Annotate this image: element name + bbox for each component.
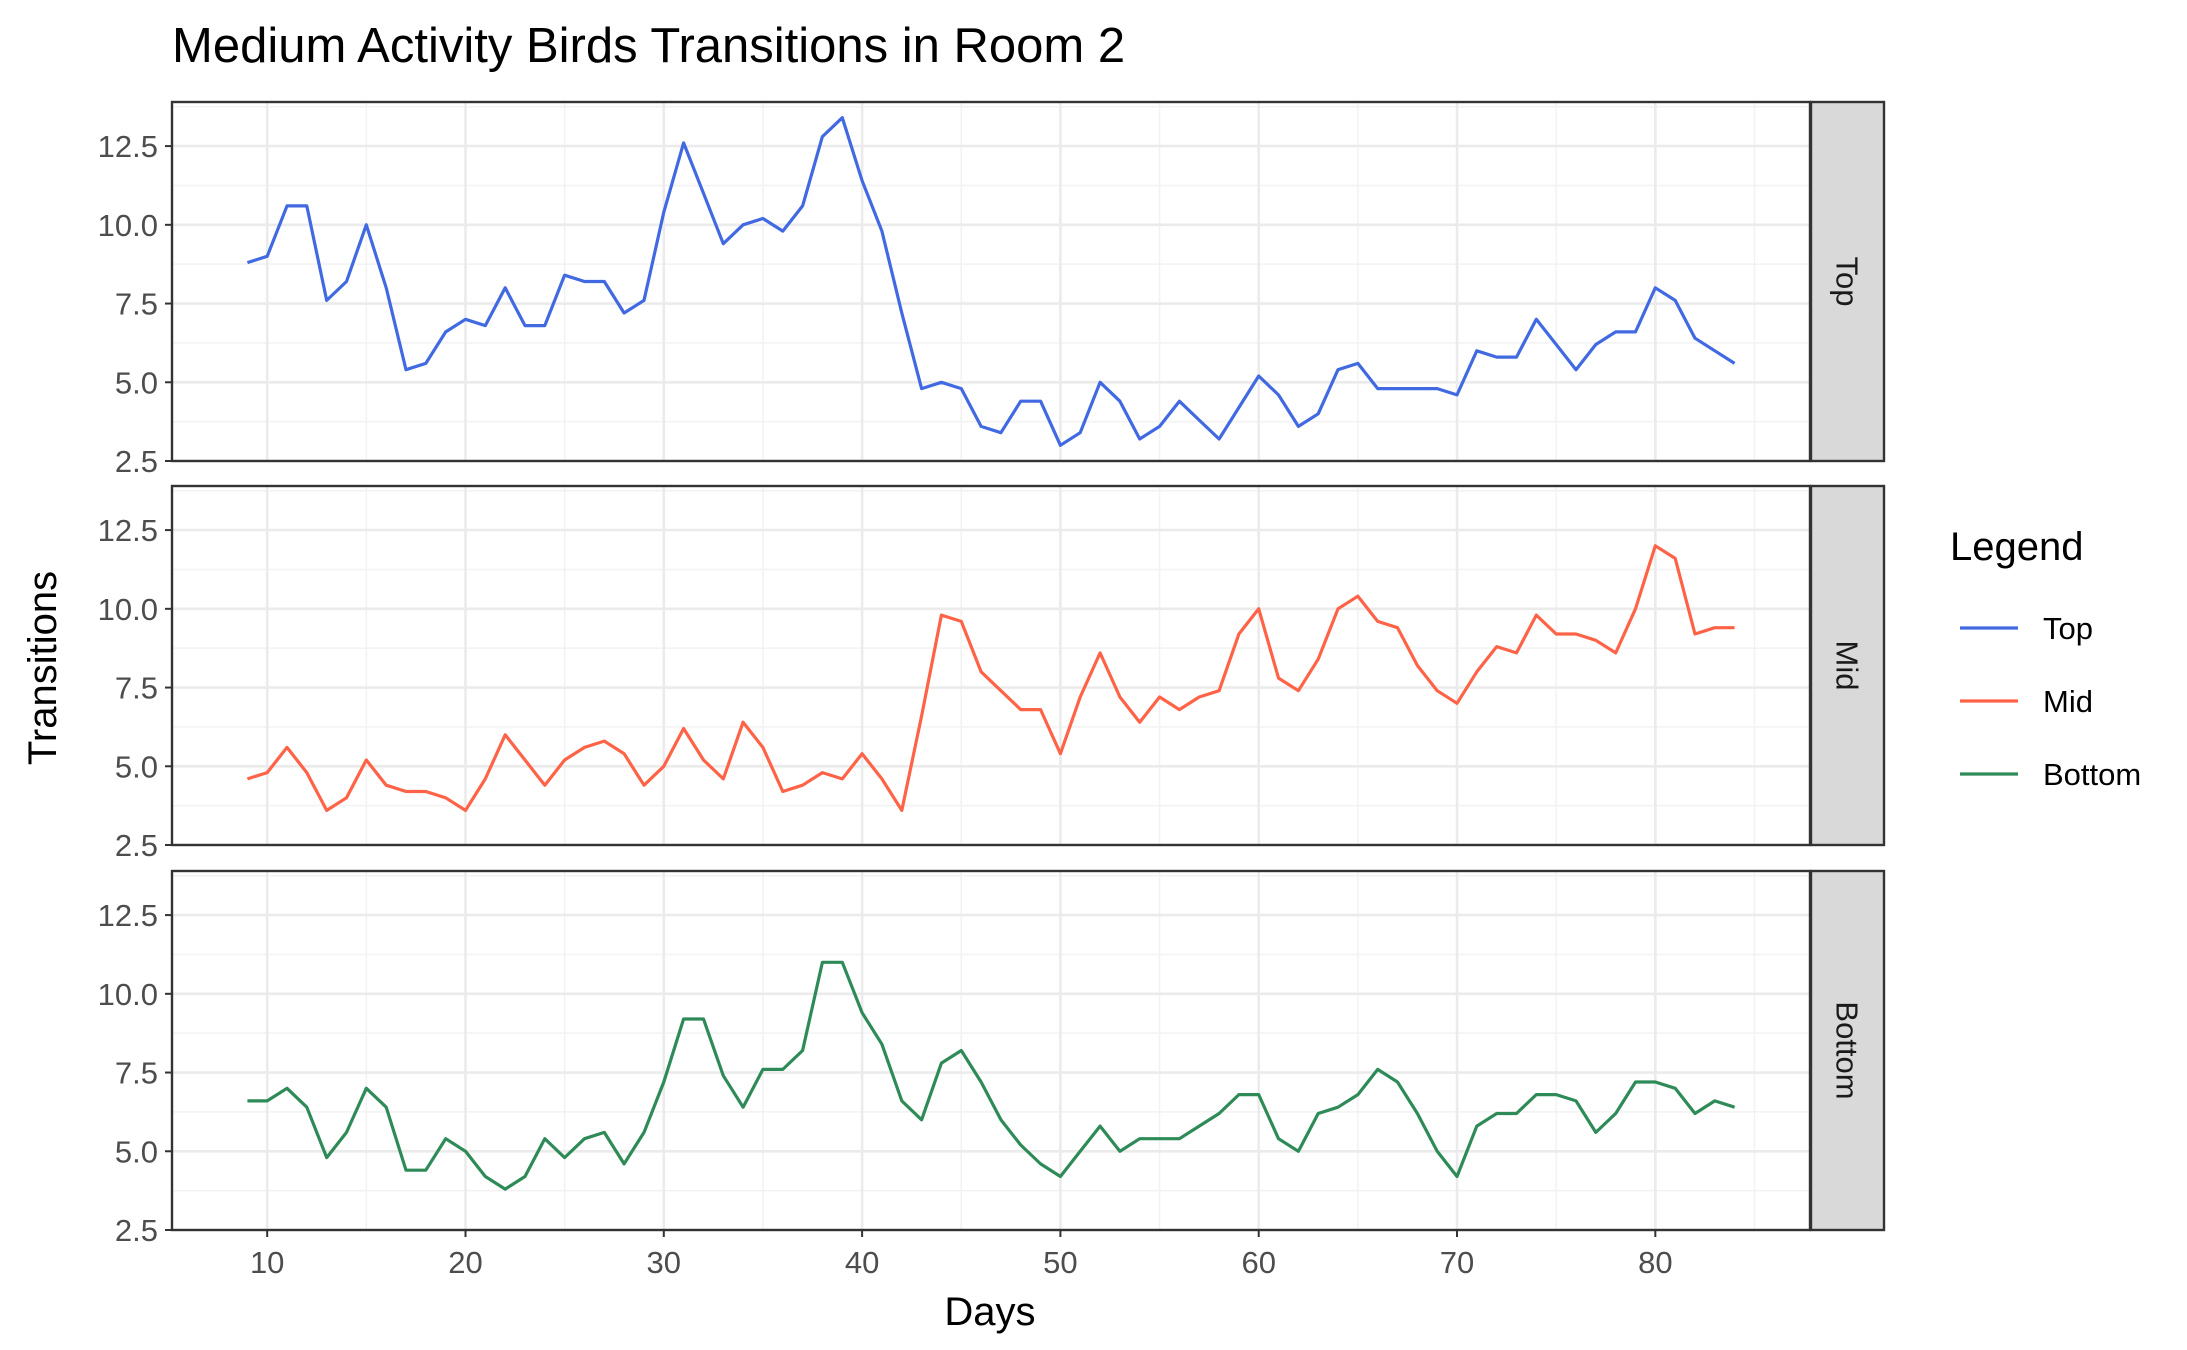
y-tick-label: 10.0 xyxy=(98,592,158,627)
y-axis-label: Transitions xyxy=(21,571,65,765)
y-tick-label: 12.5 xyxy=(98,129,158,164)
y-tick-label: 10.0 xyxy=(98,977,158,1012)
facet-panel-mid: 2.5 5.0 7.5 10.0 12.5 Mid xyxy=(98,484,1886,863)
y-tick-label: 12.5 xyxy=(98,898,158,933)
legend-label-bottom: Bottom xyxy=(2043,757,2141,792)
x-tick-label: 10 xyxy=(250,1245,284,1280)
legend-title: Legend xyxy=(1950,525,2083,569)
facet-panel-top: 2.5 5.0 7.5 10.0 12.5 Top xyxy=(98,100,1886,479)
facet-strip xyxy=(1809,869,1886,1232)
y-tick-label: 5.0 xyxy=(115,365,158,400)
legend: Legend Top Mid Bottom xyxy=(1950,525,2141,792)
x-tick-label: 30 xyxy=(647,1245,681,1280)
y-tick-label: 2.5 xyxy=(115,444,158,479)
chart-title: Medium Activity Birds Transitions in Roo… xyxy=(172,19,1125,73)
facet-strip xyxy=(1809,100,1886,463)
x-tick-label: 40 xyxy=(845,1245,879,1280)
x-tick-label: 60 xyxy=(1241,1245,1275,1280)
y-tick-label: 7.5 xyxy=(115,671,158,706)
y-tick-label: 5.0 xyxy=(115,749,158,784)
y-tick-label: 5.0 xyxy=(115,1134,158,1169)
legend-label-top: Top xyxy=(2043,611,2093,646)
facet-panel-bottom: 2.5 5.0 7.5 10.0 12.5 Bottom xyxy=(98,869,1886,1248)
x-tick-label: 50 xyxy=(1043,1245,1077,1280)
y-tick-label: 7.5 xyxy=(115,1056,158,1091)
x-axis-label: Days xyxy=(944,1290,1035,1334)
facet-strip-label: Bottom xyxy=(1830,1001,1865,1099)
panel-background xyxy=(172,486,1810,845)
series-line-bottom xyxy=(247,960,1736,1191)
x-tick-label: 70 xyxy=(1440,1245,1474,1280)
panel-background xyxy=(172,871,1810,1230)
x-axis: 10 20 30 40 50 60 70 80 xyxy=(250,1230,1673,1280)
x-tick-label: 20 xyxy=(448,1245,482,1280)
facet-strip-label: Top xyxy=(1830,257,1865,307)
facet-strip xyxy=(1809,484,1886,847)
y-tick-label: 2.5 xyxy=(115,1213,158,1248)
series-line-top xyxy=(246,116,1736,447)
y-tick-label: 10.0 xyxy=(98,208,158,243)
y-tick-label: 7.5 xyxy=(115,287,158,322)
series-line-mid xyxy=(246,544,1735,813)
facet-strip-label: Mid xyxy=(1830,641,1865,691)
y-tick-label: 12.5 xyxy=(98,513,158,548)
y-tick-label: 2.5 xyxy=(115,828,158,863)
x-tick-label: 80 xyxy=(1638,1245,1672,1280)
panel-background xyxy=(172,102,1810,461)
facet-panels: 2.5 5.0 7.5 10.0 12.5 Top 2.5 5.0 7.5 10.0 12.5 Mid… xyxy=(98,100,1886,1248)
legend-label-mid: Mid xyxy=(2043,684,2093,719)
